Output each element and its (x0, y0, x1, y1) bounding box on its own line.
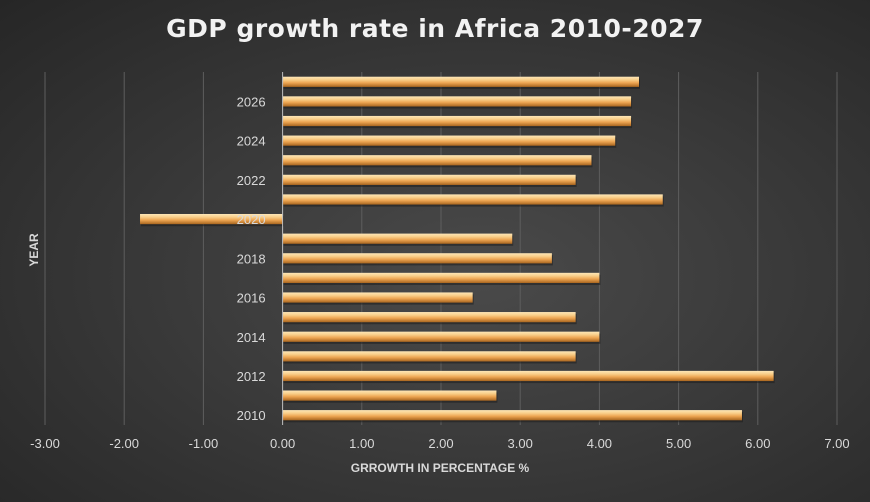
x-tick-label: 7.00 (824, 436, 849, 451)
bar-2018 (282, 253, 552, 264)
x-tick-label: 4.00 (587, 436, 612, 451)
bar-2026 (282, 96, 632, 107)
y-tick-label: 2016 (237, 291, 266, 306)
bar-2016 (282, 292, 473, 303)
y-tick-label: 2026 (237, 94, 266, 109)
bar-2012 (282, 370, 774, 382)
bars (140, 76, 775, 423)
bar-2015 (282, 312, 576, 323)
x-tick-label: 0.00 (270, 436, 295, 451)
bar-2013 (282, 351, 576, 362)
bar-2022 (282, 174, 576, 185)
bar-2014 (282, 331, 600, 342)
bar-2027 (282, 76, 639, 87)
x-tick-label: 1.00 (349, 436, 374, 451)
x-axis-title: GRROWTH IN PERCENTAGE % (351, 461, 530, 475)
y-tick-label: 2018 (237, 251, 266, 266)
y-tick-label: 2020 (237, 212, 266, 227)
x-tick-label: -1.00 (189, 436, 219, 451)
labels: -3.00 -2.00 -1.00 0.00 1.00 2.00 3.00 4.00 5.00 6… (30, 94, 849, 451)
y-tick-label: 2010 (237, 408, 266, 423)
chart-title: GDP growth rate in Africa 2010-2027 (166, 14, 704, 43)
x-tick-label: -2.00 (109, 436, 139, 451)
bar-2019 (282, 233, 513, 244)
bar-2025 (282, 115, 632, 127)
gridlines (44, 72, 838, 425)
bar-2021 (282, 194, 663, 205)
bar-2017 (282, 272, 600, 284)
y-axis-title: YEAR (27, 233, 41, 267)
bar-2020 (140, 213, 283, 225)
bar-2023 (282, 155, 592, 166)
y-tick-label: 2024 (237, 134, 266, 149)
x-tick-label: 5.00 (666, 436, 691, 451)
x-tick-label: 3.00 (508, 436, 533, 451)
y-tick-label: 2022 (237, 173, 266, 188)
bar-2011 (282, 390, 497, 401)
bar-2024 (282, 135, 616, 146)
x-tick-label: -3.00 (30, 436, 60, 451)
y-tick-label: 2012 (237, 369, 266, 384)
x-tick-label: 2.00 (428, 436, 453, 451)
x-tick-label: 6.00 (745, 436, 770, 451)
y-tick-label: 2014 (237, 330, 266, 345)
bar-2010 (282, 410, 742, 421)
